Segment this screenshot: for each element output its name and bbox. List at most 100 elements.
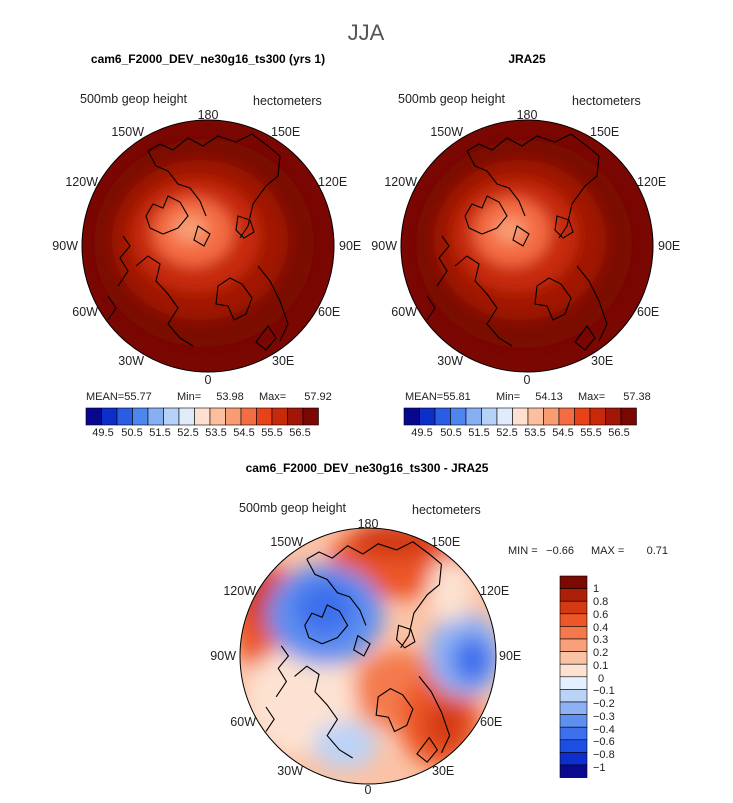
colorbar-tick-label: −0.4	[593, 724, 615, 736]
panel-obs-lon-label: 150W	[430, 125, 463, 139]
panel-model-max-value: 57.92	[304, 391, 332, 403]
panel-diff-map	[240, 528, 496, 784]
panel-model-lon-label: 30W	[118, 354, 144, 368]
colorbar-box	[147, 407, 164, 426]
panel-model-min-label: Min=	[177, 391, 201, 403]
panel-diff-lon-labels: 180 150E 120E 90E 60E 30E 0 30W 60W 90W …	[210, 517, 521, 797]
colorbar-box	[559, 575, 588, 589]
panel-obs-variable-label: 500mb geop height	[398, 92, 506, 106]
panel-diff-lon-label: 90E	[499, 649, 521, 663]
panel-model-colorbar: 49.5 50.5 51.5 52.5 53.5 54.5 55.5 56.5	[85, 407, 319, 439]
panel-diff-stats: MIN = −0.66 MAX = 0.71	[508, 545, 668, 557]
panel-obs-stats: MEAN= 55.81 Min= 54.13 Max= 57.38	[405, 391, 651, 403]
colorbar-tick-label: 50.5	[121, 427, 142, 439]
panel-obs: JRA25 500mb geop height hectometers	[371, 52, 680, 439]
panel-diff-lon-label: 60W	[230, 715, 256, 729]
colorbar-box	[434, 407, 451, 426]
colorbar-tick-label: −0.8	[593, 749, 615, 761]
panel-obs-map	[401, 120, 653, 372]
colorbar-tick-label: 0.6	[593, 609, 608, 621]
colorbar-tick-label: 52.5	[496, 427, 517, 439]
panel-model-lon-label: 90W	[52, 239, 78, 253]
colorbar-box	[559, 714, 588, 728]
colorbar-box	[194, 407, 211, 426]
colorbar-box	[240, 407, 257, 426]
panel-diff-min-label: MIN =	[508, 545, 538, 557]
colorbar-box	[559, 739, 588, 753]
panel-diff-lon-label: 60E	[480, 715, 502, 729]
panel-model: cam6_F2000_DEV_ne30g16_ts300 (yrs 1) 500…	[52, 52, 361, 439]
panel-model-lon-label: 120W	[65, 175, 98, 189]
colorbar-tick-label: −0.6	[593, 736, 615, 748]
panel-diff-min-value: −0.66	[546, 545, 574, 557]
colorbar-box	[559, 626, 588, 640]
panel-diff-colorbar-labels: 1 0.8 0.6 0.4 0.3 0.2 0.1 0 −0.1 −0.2 −0…	[593, 583, 615, 774]
panel-obs-map-border	[400, 119, 654, 373]
colorbar-tick-label: 54.5	[233, 427, 254, 439]
colorbar-box	[559, 752, 588, 766]
panel-obs-colorbar: 49.5 50.5 51.5 52.5 53.5 54.5 55.5 56.5	[403, 407, 637, 439]
colorbar-tick-label: 0.8	[593, 596, 608, 608]
colorbar-tick-label: 54.5	[552, 427, 573, 439]
panel-obs-max-label: Max=	[578, 391, 605, 403]
colorbar-box	[558, 407, 575, 426]
diff-patch-south-neg	[313, 721, 377, 769]
panel-model-map	[82, 120, 334, 372]
panel-diff-title: cam6_F2000_DEV_ne30g16_ts300 - JRA25	[246, 461, 489, 475]
panel-diff-lon-label: 150E	[431, 535, 460, 549]
panel-diff-lon-label: 30E	[432, 764, 454, 778]
colorbar-tick-label: 51.5	[468, 427, 489, 439]
panel-obs-lon-label: 150E	[590, 125, 619, 139]
colorbar-box	[527, 407, 544, 426]
panel-model-variable-label: 500mb geop height	[80, 92, 188, 106]
panel-obs-mean-label: MEAN=	[405, 391, 443, 403]
colorbar-tick-label: 0.1	[593, 660, 608, 672]
panel-diff-lon-label: 30W	[277, 764, 303, 778]
colorbar-tick-label: −0.3	[593, 711, 615, 723]
colorbar-tick-label: 1	[593, 583, 599, 595]
colorbar-tick-label: −1	[593, 762, 606, 774]
panel-obs-lon-label: 30W	[437, 354, 463, 368]
panel-diff-lon-label: 180	[358, 517, 379, 531]
colorbar-box	[163, 407, 180, 426]
colorbar-box	[256, 407, 273, 426]
panel-model-lon-label: 30E	[272, 354, 294, 368]
panel-diff-units-label: hectometers	[412, 503, 481, 517]
panel-obs-min-label: Min=	[496, 391, 520, 403]
panel-obs-lon-label: 120E	[637, 175, 666, 189]
panel-model-min-value: 53.98	[216, 391, 244, 403]
colorbar-box	[559, 588, 588, 602]
panel-obs-lon-label: 90W	[371, 239, 397, 253]
panel-obs-lon-label: 180	[517, 108, 538, 122]
panel-obs-lon-label: 60W	[391, 305, 417, 319]
colorbar-box	[574, 407, 591, 426]
colorbar-box	[559, 663, 588, 678]
colorbar-box	[605, 407, 622, 426]
colorbar-tick-label: 0.4	[593, 622, 608, 634]
panel-model-mean-value: 55.77	[124, 391, 152, 403]
panel-model-lon-labels: 180 150E 120E 90E 60E 30E 0 30W 60W 90W …	[52, 108, 361, 387]
colorbar-box	[271, 407, 288, 426]
colorbar-box	[620, 407, 637, 426]
colorbar-tick-label: 53.5	[205, 427, 226, 439]
panel-model-mean-label: MEAN=	[86, 391, 124, 403]
colorbar-box	[209, 407, 226, 426]
colorbar-box	[512, 407, 529, 426]
panel-obs-mean-value: 55.81	[443, 391, 471, 403]
panel-obs-lon-label: 90E	[658, 239, 680, 253]
colorbar-box	[419, 407, 436, 426]
colorbar-tick-label: 50.5	[440, 427, 461, 439]
colorbar-tick-label: 56.5	[289, 427, 310, 439]
page-title: JJA	[348, 20, 385, 45]
diff-patch-east-strong	[452, 636, 492, 684]
colorbar-box	[559, 764, 588, 778]
panel-diff: cam6_F2000_DEV_ne30g16_ts300 - JRA25 500…	[210, 461, 668, 797]
panel-model-colorbar-labels: 49.5 50.5 51.5 52.5 53.5 54.5 55.5 56.5	[92, 427, 310, 439]
colorbar-box	[559, 613, 588, 627]
colorbar-box	[85, 407, 102, 426]
colorbar-box	[559, 676, 588, 690]
panel-model-lon-label: 60W	[72, 305, 98, 319]
panel-diff-max-label: MAX =	[591, 545, 624, 557]
panel-obs-lon-label: 120W	[384, 175, 417, 189]
